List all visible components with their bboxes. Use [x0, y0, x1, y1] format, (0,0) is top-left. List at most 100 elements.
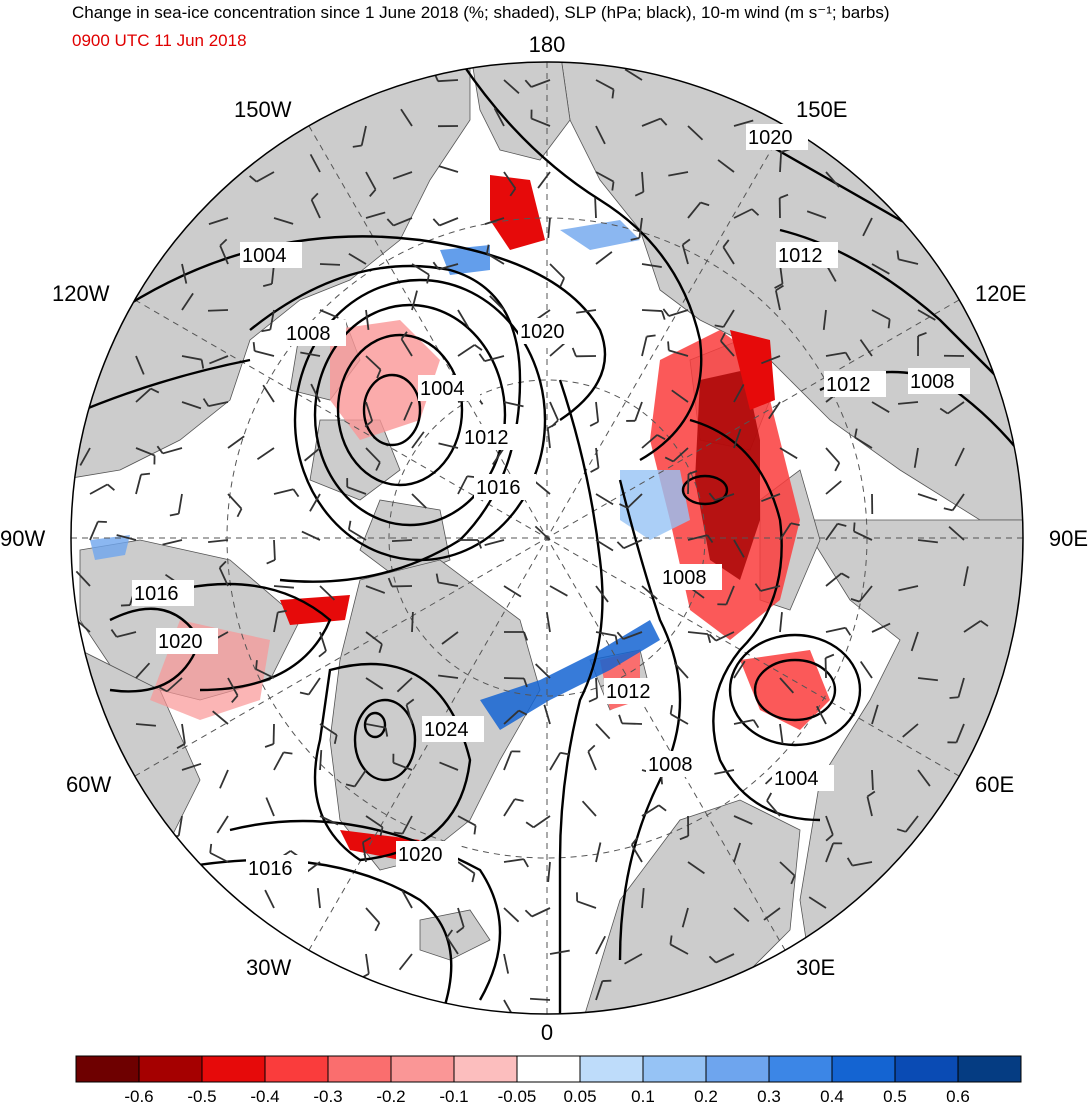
wind-barb: [503, 858, 524, 863]
valid-time-label: 0900 UTC 11 Jun 2018: [72, 31, 247, 50]
ice-gain-baffin-bay: [90, 535, 130, 560]
wind-barb: [79, 447, 91, 466]
wind-barb: [135, 723, 157, 727]
wind-barb: [208, 539, 229, 544]
wind-barb-flag: [619, 503, 628, 509]
wind-barb: [630, 844, 643, 863]
wind-barb-flag: [345, 783, 355, 788]
colorbar-swatch: [579, 1055, 644, 1083]
wind-barb: [955, 723, 965, 743]
wind-barb: [365, 723, 386, 729]
wind-barb: [623, 539, 643, 550]
wind-barb: [503, 907, 520, 923]
wind-barb: [212, 710, 229, 725]
wind-barb-flag: [120, 604, 131, 607]
wind-barb: [319, 631, 327, 652]
wind-barb: [208, 401, 229, 408]
wind-barb: [484, 539, 505, 547]
wind-barb: [365, 211, 386, 219]
wind-barb-flag: [790, 875, 796, 885]
wind-barb: [852, 861, 873, 867]
contour-greenland-high: [363, 711, 387, 739]
contour-1004: [336, 333, 464, 487]
wind-barb: [733, 428, 742, 449]
slp-label: 1004: [420, 378, 465, 400]
wind-barb: [365, 401, 374, 422]
wind-barb: [457, 815, 477, 827]
ice-loss-chukchi: [490, 175, 545, 250]
wind-barb: [543, 704, 551, 725]
wind-barb-flag: [261, 328, 271, 333]
map-boundary: [70, 61, 1024, 1015]
wind-barb: [761, 493, 781, 503]
wind-barb: [135, 662, 151, 679]
wind-barb: [392, 171, 413, 180]
wind-barb-flag: [252, 341, 256, 352]
lon-label-30w: 30W: [246, 955, 291, 980]
wind-barb-flag: [616, 631, 624, 640]
wind-barb: [871, 401, 890, 413]
wind-barb: [269, 309, 275, 330]
wind-barb-flag: [754, 583, 762, 592]
wind-barb-flag: [509, 187, 517, 197]
wind-barb: [441, 631, 459, 645]
wind-barb: [641, 336, 648, 357]
wind-barb-flag: [844, 627, 852, 636]
wind-barb: [262, 384, 275, 403]
wind-barb: [209, 852, 229, 863]
wind-barb-flag: [779, 193, 789, 199]
wind-barb: [273, 539, 276, 561]
wind-barb: [825, 171, 840, 188]
colorbar-swatch: [705, 1055, 770, 1083]
wind-barb: [316, 888, 321, 909]
wind-barb: [89, 483, 108, 495]
contour-1020-atlantic: [229, 819, 502, 1001]
colorbar-swatch: [264, 1055, 329, 1083]
wind-barb: [365, 171, 377, 190]
wind-barb: [264, 889, 275, 909]
wind-barb-flag: [514, 798, 524, 802]
wind-barb: [319, 585, 336, 601]
wind-barb: [439, 217, 459, 227]
wind-barb: [672, 447, 689, 463]
ice-loss-kara-core: [695, 370, 760, 580]
wind-barb: [687, 125, 704, 141]
slp-label: 1012: [826, 374, 871, 396]
wind-barb: [595, 79, 615, 91]
wind-barb-flag: [378, 643, 383, 653]
wind-barb: [917, 677, 938, 682]
colorbar-swatch: [516, 1055, 581, 1083]
wind-barb-flag: [474, 344, 483, 351]
wind-barb: [162, 539, 183, 546]
wind-barb: [219, 769, 229, 789]
wind-barb: [310, 383, 321, 403]
wind-barb: [779, 612, 783, 633]
wind-barb: [808, 896, 827, 909]
wind-barb: [825, 523, 839, 541]
wind-barb: [400, 108, 413, 127]
wind-barb: [166, 677, 183, 693]
colorbar-tick-label: -0.3: [313, 1087, 342, 1106]
wind-barb: [181, 292, 194, 311]
wind-barb-flag: [292, 488, 300, 498]
contour-1016: [249, 264, 522, 583]
wind-barb: [687, 631, 708, 635]
wind-barb: [858, 585, 873, 603]
wind-barb-flag: [477, 539, 483, 549]
wind-barb: [256, 447, 275, 460]
wind-barb: [547, 861, 551, 882]
wind-barb-flag: [384, 727, 389, 737]
colorbar-swatch: [642, 1055, 707, 1083]
wind-barb-flag: [688, 470, 698, 475]
wind-barb: [177, 815, 183, 836]
wind-barb: [715, 631, 735, 642]
wind-barb-flag: [369, 188, 377, 197]
wind-barb: [256, 171, 275, 183]
wind-barb-flag: [646, 334, 656, 338]
wind-barb: [75, 570, 91, 587]
wind-barb: [714, 493, 735, 502]
wind-barb: [503, 401, 524, 408]
map-title: Change in sea-ice concentration since 1 …: [72, 3, 890, 22]
colorbar-swatch: [894, 1055, 959, 1083]
wind-barb-flag: [525, 821, 535, 829]
